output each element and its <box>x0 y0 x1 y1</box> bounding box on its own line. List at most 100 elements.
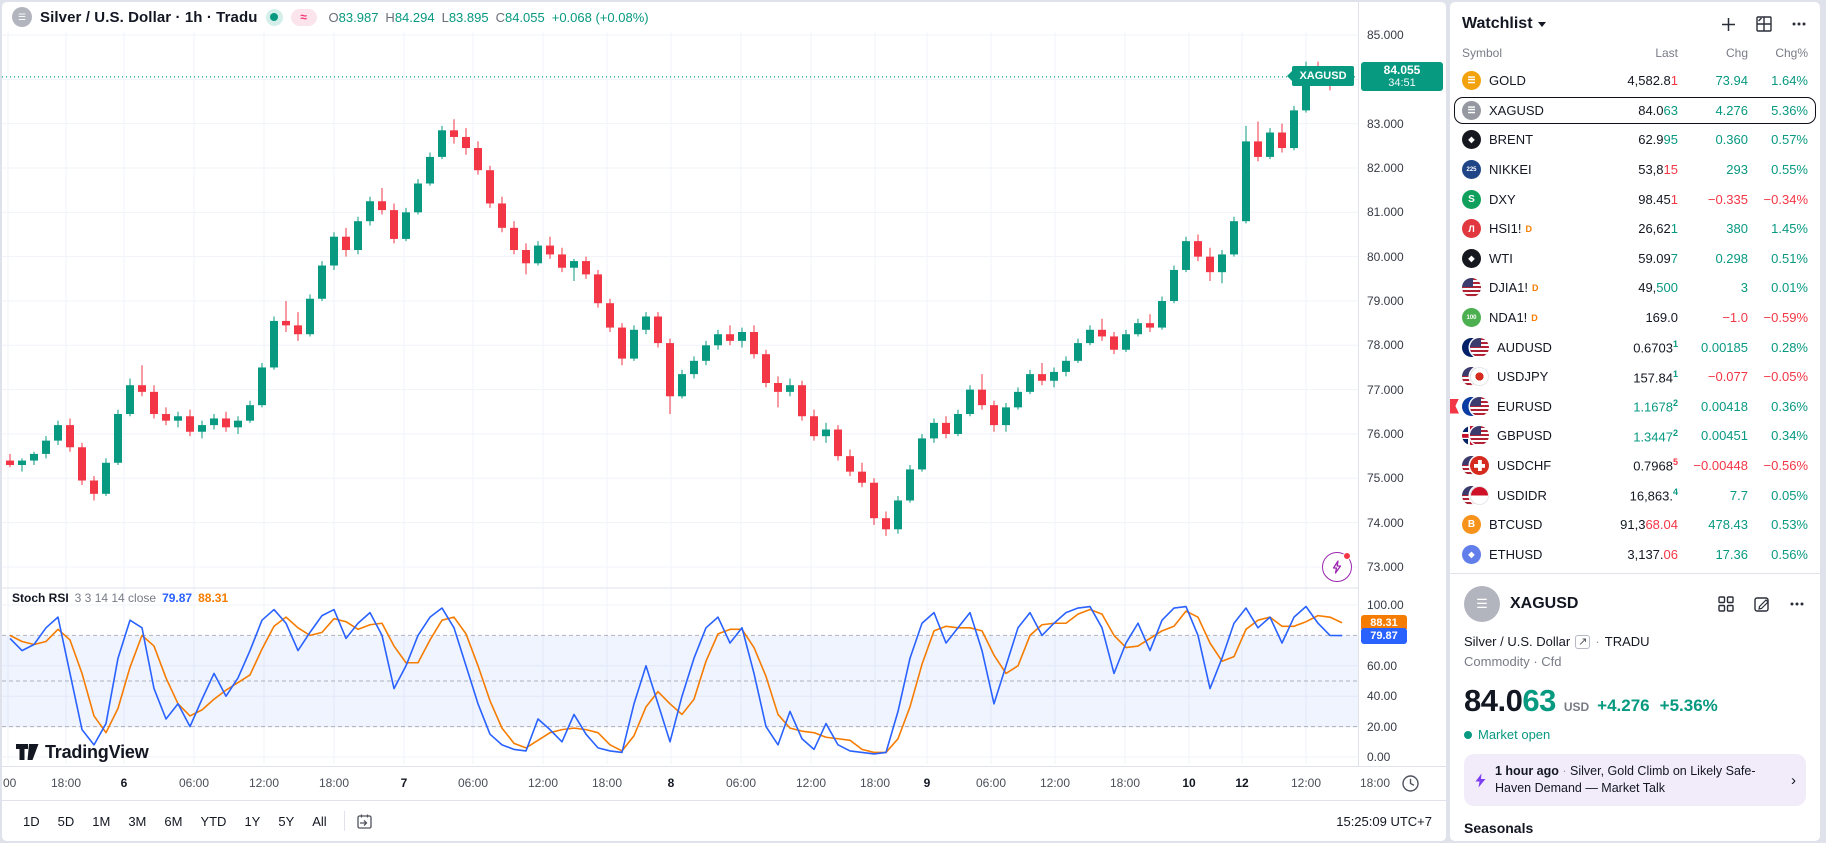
candle-body <box>222 418 230 428</box>
detail-edit-button[interactable] <box>1752 594 1772 614</box>
watchlist-row-ethusd[interactable]: ◆ ETHUSD 3,137.06 17.36 0.56% <box>1462 540 1808 570</box>
chart-symbol-title[interactable]: Silver / U.S. Dollar · 1h · Tradu <box>40 8 258 26</box>
symbol-logo-icon[interactable]: ☰ <box>12 7 32 27</box>
symbol-label: BRENT <box>1489 132 1534 148</box>
symbol-label: NDA1! <box>1489 310 1528 326</box>
lightning-icon <box>1475 773 1486 788</box>
stoch-rsi-legend[interactable]: Stoch RSI 3 3 14 14 close 79.87 88.31 <box>12 591 229 605</box>
symbol-cell: S DXY <box>1462 189 1594 209</box>
seasonals-heading[interactable]: Seasonals <box>1464 820 1534 837</box>
tradingview-logo[interactable]: TradingView <box>16 742 149 763</box>
watchlist-row-usdjpy[interactable]: USDJPY 157.841 −0.077 −0.05% <box>1462 362 1808 392</box>
candle-body <box>918 438 926 470</box>
candle-body <box>858 471 866 483</box>
symbol-price-flag[interactable]: XAGUSD <box>1287 66 1354 86</box>
chevron-down-icon <box>1537 21 1546 31</box>
candle-body <box>954 414 962 434</box>
news-item[interactable]: 1 hour ago · Silver, Gold Climb on Likel… <box>1464 754 1806 807</box>
watchlist-row-usdidr[interactable]: USDIDR 16,863.4 7.7 0.05% <box>1462 480 1808 510</box>
detail-exchange: TRADU <box>1604 634 1650 650</box>
watchlist-row-hsi1[interactable]: Л HSI1! D 26,621 380 1.45% <box>1462 214 1808 244</box>
range-button-1d[interactable]: 1D <box>23 813 40 829</box>
news-flash-button[interactable] <box>1322 552 1352 582</box>
close-value: 84.055 <box>504 9 545 25</box>
last-value: 16,863.4 <box>1629 486 1678 504</box>
last-value: 169.0 <box>1645 310 1678 326</box>
edit-pencil-icon <box>1754 597 1769 612</box>
range-button-5y[interactable]: 5Y <box>278 813 295 829</box>
symbol-flagpair-icon <box>1462 456 1489 476</box>
watchlist-row-djia1[interactable]: DJIA1! D 49,500 3 0.01% <box>1462 273 1808 303</box>
column-chg[interactable]: Chg <box>1725 46 1748 60</box>
detail-grid-button[interactable] <box>1716 594 1736 614</box>
price-tick-label: 75.000 <box>1367 471 1404 486</box>
candle-body <box>690 360 698 375</box>
delayed-badge: D <box>1531 312 1538 323</box>
range-button-1m[interactable]: 1M <box>92 813 111 829</box>
price-chart[interactable] <box>2 2 1446 841</box>
candle-body <box>150 391 158 415</box>
detail-more-button[interactable] <box>1788 595 1806 613</box>
range-button-3m[interactable]: 3M <box>128 813 147 829</box>
watchlist-row-nikkei[interactable]: 225 NIKKEI 53,815 293 0.55% <box>1462 155 1808 185</box>
candle-body <box>750 332 758 355</box>
watchlist-row-dxy[interactable]: S DXY 98.451 −0.335 −0.34% <box>1462 184 1808 214</box>
watchlist-row-btcusd[interactable]: B BTCUSD 91,368.04 478.43 0.53% <box>1462 510 1808 540</box>
candle-body <box>1134 323 1142 335</box>
column-last[interactable]: Last <box>1655 46 1678 60</box>
external-link-icon[interactable]: ↗ <box>1575 634 1591 649</box>
time-tick-label: 6 <box>120 776 128 790</box>
adjusted-data-icon[interactable]: ≈ <box>290 8 317 26</box>
watchlist-row-nda1[interactable]: 100 NDA1! D 169.0 −1.0 −0.59% <box>1462 303 1808 333</box>
last-value: 1.16782 <box>1633 398 1678 415</box>
candle-body <box>1050 371 1058 381</box>
column-symbol[interactable]: Symbol <box>1462 46 1503 60</box>
go-to-date-button[interactable] <box>355 812 374 831</box>
watchlist-row-usdchf[interactable]: USDCHF 0.79685 −0.00448 −0.56% <box>1462 451 1808 481</box>
candle-body <box>726 334 734 341</box>
market-status-dot-icon[interactable] <box>265 8 283 26</box>
candle-body <box>462 136 470 149</box>
candle-body <box>990 405 998 426</box>
time-tick-label: 12:00 <box>527 776 559 790</box>
symbol-label: EURUSD <box>1497 398 1552 414</box>
candle-body <box>546 245 554 255</box>
watchlist-row-gold[interactable]: ☰ GOLD 4,582.81 73.94 1.64% <box>1462 66 1808 96</box>
watchlist-row-brent[interactable]: ◆ BRENT 62.995 0.360 0.57% <box>1462 125 1808 155</box>
watchlist-columns: Symbol Last Chg Chg% <box>1450 46 1820 66</box>
candle-body <box>6 460 14 466</box>
watchlist-row-gbpusd[interactable]: GBPUSD 1.34472 0.00451 0.34% <box>1462 421 1808 451</box>
watchlist-row-xagusd[interactable]: ☰ XAGUSD 84.063 4.276 5.36% <box>1454 96 1816 126</box>
watchlist-layout-button[interactable] <box>1754 14 1774 34</box>
detail-name[interactable]: Silver / U.S. Dollar <box>1464 634 1571 650</box>
last-value: 49,500 <box>1638 280 1678 296</box>
watchlist-title-menu[interactable]: Watchlist <box>1462 15 1546 33</box>
detail-change: +4.276 +5.36% <box>1597 696 1718 716</box>
timezone-icon[interactable] <box>1401 774 1420 793</box>
range-button-all[interactable]: All <box>312 813 327 829</box>
column-chgpct[interactable]: Chg% <box>1775 46 1808 60</box>
candle-body <box>906 469 914 501</box>
range-button-6m[interactable]: 6M <box>164 813 183 829</box>
watchlist-more-button[interactable] <box>1790 15 1808 33</box>
price-axis[interactable]: 84.055 34:51 88.31 79.87 85.00084.00083.… <box>1358 2 1446 766</box>
time-axis[interactable]: :00 18:00 6 06:00 12:00 18:00 7 06:00 12:00 18:00… <box>2 766 1446 800</box>
candle-body <box>522 250 530 264</box>
candle-body <box>126 385 134 415</box>
range-button-ytd[interactable]: YTD <box>200 813 227 829</box>
add-symbol-button[interactable] <box>1719 15 1738 34</box>
watchlist-row-audusd[interactable]: AUDUSD 0.67031 0.00185 0.28% <box>1462 332 1808 362</box>
detail-symbol[interactable]: XAGUSD <box>1510 595 1579 613</box>
toolbar-divider <box>343 811 345 831</box>
candle-body <box>1110 336 1118 350</box>
tradingview-logo-text: TradingView <box>45 742 149 762</box>
change-value: 17.36 <box>1715 546 1748 562</box>
watchlist-row-eurusd[interactable]: EURUSD 1.16782 0.00418 0.36% <box>1450 392 1808 422</box>
stoch-tick-label: 60.00 <box>1367 658 1398 673</box>
candle-body <box>402 212 410 239</box>
candle-body <box>498 203 506 228</box>
watchlist-row-wti[interactable]: ◆ WTI 59.097 0.298 0.51% <box>1462 244 1808 274</box>
range-button-1y[interactable]: 1Y <box>244 813 261 829</box>
clock-utc[interactable]: 15:25:09 UTC+7 <box>1336 813 1432 829</box>
range-button-5d[interactable]: 5D <box>57 813 75 829</box>
